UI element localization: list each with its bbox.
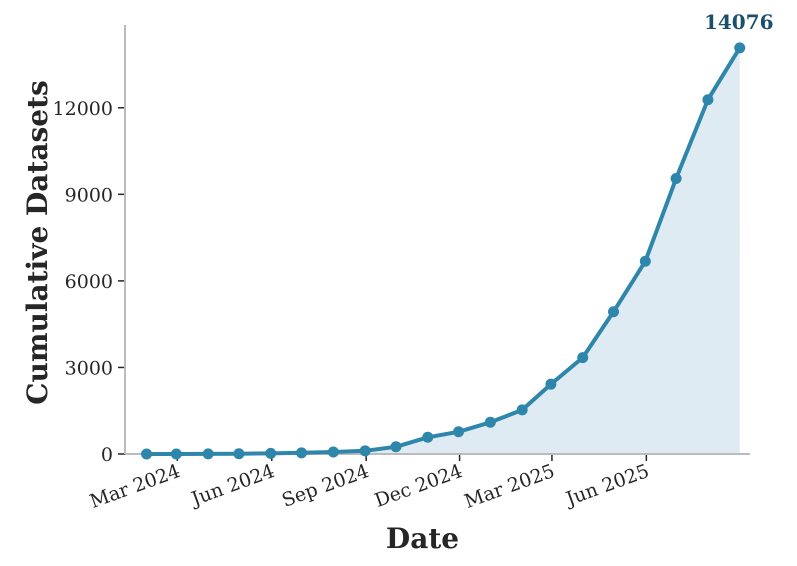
data-point bbox=[734, 42, 746, 54]
final-value-label: 14076 bbox=[704, 10, 774, 34]
y-axis-title: Cumulative Datasets bbox=[21, 80, 54, 405]
y-tick-label: 12000 bbox=[53, 98, 113, 120]
data-point bbox=[639, 255, 651, 267]
area-fill bbox=[146, 47, 740, 455]
data-point bbox=[545, 378, 557, 390]
data-point bbox=[422, 431, 434, 443]
data-points bbox=[141, 42, 746, 460]
x-tick-label: Mar 2025 bbox=[462, 460, 558, 513]
x-axis-title: Date bbox=[386, 522, 459, 555]
data-point bbox=[359, 445, 371, 457]
data-point bbox=[670, 172, 682, 184]
x-tick-label: Jun 2025 bbox=[561, 460, 652, 511]
data-point bbox=[296, 447, 308, 459]
y-tick-label: 0 bbox=[101, 444, 113, 466]
y-tick-label: 6000 bbox=[65, 271, 113, 293]
x-tick-label: Jun 2024 bbox=[187, 460, 278, 511]
data-point bbox=[608, 306, 620, 318]
x-tick-label: Mar 2024 bbox=[87, 460, 183, 513]
data-point bbox=[484, 416, 496, 428]
data-point bbox=[265, 447, 277, 459]
y-tick-label: 9000 bbox=[65, 184, 113, 206]
data-point bbox=[577, 352, 589, 364]
y-axis-ticks: 0 3000 6000 9000 12000 bbox=[53, 98, 125, 466]
data-point bbox=[453, 426, 465, 438]
y-tick-label: 3000 bbox=[65, 357, 113, 379]
x-tick-label: Sep 2024 bbox=[279, 460, 372, 512]
data-point bbox=[233, 448, 245, 460]
data-point bbox=[141, 448, 153, 460]
data-point bbox=[170, 448, 182, 460]
data-point bbox=[202, 448, 214, 460]
data-point bbox=[516, 404, 528, 416]
data-point bbox=[390, 441, 402, 453]
x-tick-label: Dec 2024 bbox=[372, 460, 466, 512]
data-point bbox=[702, 94, 714, 106]
data-point bbox=[327, 446, 339, 458]
